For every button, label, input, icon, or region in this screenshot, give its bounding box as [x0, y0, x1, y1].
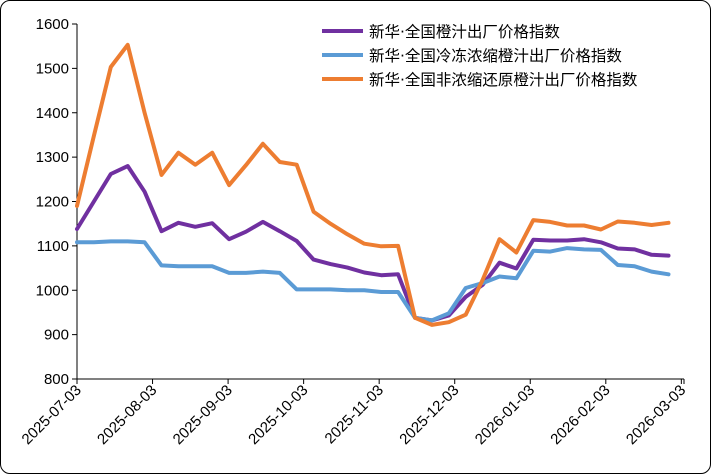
legend-label-1: 新华·全国橙汁出厂价格指数	[369, 23, 560, 41]
y-tick-label: 1200	[36, 194, 69, 211]
x-tick-label: 2025-08-03	[94, 382, 160, 448]
y-tick-label: 1400	[36, 105, 69, 122]
series-line-2	[75, 239, 671, 323]
x-tick-label: 2025-07-03	[19, 382, 85, 448]
y-tick-label: 1300	[36, 149, 69, 166]
x-tick-label: 2025-09-03	[170, 382, 236, 448]
y-tick-label: 900	[44, 327, 69, 344]
y-axis: 800 900 1000 1100 1200 1300 1400 1500 1600	[36, 16, 78, 388]
x-tick-label: 2025-10-03	[245, 382, 311, 448]
x-tick-label: 2026-01-03	[472, 382, 538, 448]
y-tick-label: 800	[44, 371, 69, 388]
series-line-1	[75, 164, 671, 323]
x-tick-label: 2026-02-03	[547, 382, 613, 448]
y-tick-label: 1600	[36, 16, 69, 33]
x-tick-label: 2025-12-03	[396, 382, 462, 448]
y-tick-label: 1100	[37, 238, 69, 255]
legend-label-3: 新华·全国非浓缩还原橙汁出厂价格指数	[369, 71, 638, 89]
legend-label-2: 新华·全国冷冻浓缩橙汁出厂价格指数	[369, 47, 622, 65]
series-lines	[75, 42, 671, 327]
x-tick-label: 2025-11-03	[322, 382, 387, 447]
x-axis: 2025-07-03 2025-08-03 2025-09-03 2025-10-03…	[19, 378, 689, 448]
series-line-3	[75, 42, 671, 327]
y-tick-label: 1500	[36, 60, 69, 77]
y-tick-label: 1000	[36, 282, 69, 299]
x-tick-label: 2026-03-03	[623, 382, 689, 448]
legend: 新华·全国橙汁出厂价格指数新华·全国冷冻浓缩橙汁出厂价格指数新华·全国非浓缩还原…	[322, 23, 638, 89]
